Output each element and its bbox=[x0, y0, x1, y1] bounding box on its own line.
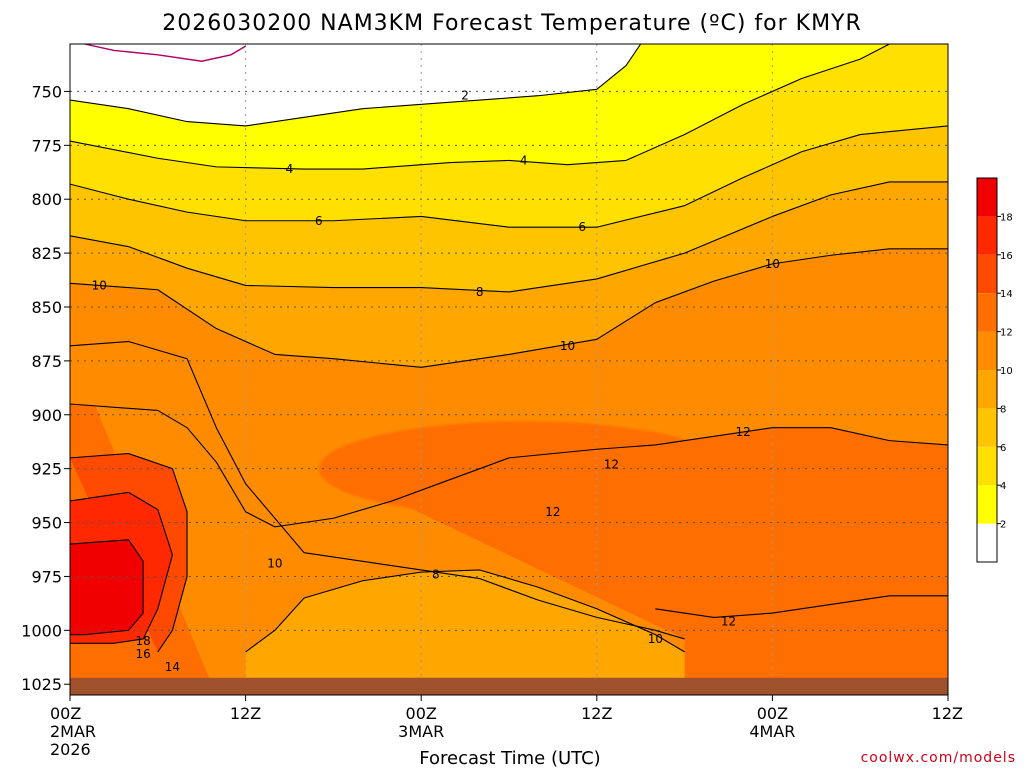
colorbar-tick-label: 12 bbox=[1000, 328, 1013, 339]
y-tick-label: 875 bbox=[31, 352, 62, 371]
isotherm-label: 10 bbox=[560, 339, 575, 353]
colorbar-tick-label: 6 bbox=[1000, 443, 1006, 454]
y-tick-label: 800 bbox=[31, 190, 62, 209]
field-warm-pocket bbox=[860, 507, 948, 560]
isotherm-4 bbox=[70, 44, 890, 170]
x-tick-date: 3MAR bbox=[398, 722, 444, 741]
colorbar-swatch bbox=[977, 485, 997, 524]
colorbar-tick-label: 10 bbox=[1000, 366, 1013, 377]
chart-title: 2026030200 NAM3KM Forecast Temperature (… bbox=[162, 11, 862, 36]
isotherm-label: 2 bbox=[461, 89, 469, 103]
y-tick-label: 925 bbox=[31, 460, 62, 479]
x-tick-year: 2026 bbox=[50, 740, 91, 759]
colorbar-swatch bbox=[977, 408, 997, 447]
isotherm-lines bbox=[70, 44, 948, 653]
x-tick-date: 2MAR bbox=[50, 722, 96, 741]
isotherm-12 bbox=[70, 403, 948, 528]
isotherm-label: 10 bbox=[648, 632, 663, 646]
field-band-18-plus bbox=[70, 539, 144, 635]
isotherm-label: 10 bbox=[765, 257, 780, 271]
x-tick-label: 12Z bbox=[230, 704, 261, 723]
y-tick-label: 775 bbox=[31, 136, 62, 155]
x-tick-label: 00Z bbox=[757, 704, 788, 723]
colorbar-tick-label: 14 bbox=[1000, 289, 1013, 300]
colorbar-tick-label: 16 bbox=[1000, 251, 1013, 262]
x-tick-label: 12Z bbox=[581, 704, 612, 723]
isotherm-label: 12 bbox=[735, 425, 750, 439]
x-tick-label: 12Z bbox=[932, 704, 963, 723]
isotherm-label: 14 bbox=[165, 660, 180, 674]
isotherm-6 bbox=[70, 125, 948, 228]
isotherm-14 bbox=[70, 453, 188, 653]
colorbar-swatch bbox=[977, 178, 997, 217]
isotherm-label: 10 bbox=[92, 278, 107, 292]
colorbar-tick-label: 8 bbox=[1000, 404, 1006, 415]
isotherm-label: 12 bbox=[545, 505, 560, 519]
y-tick-label: 975 bbox=[31, 567, 62, 586]
colorbar-swatch bbox=[977, 446, 997, 486]
field-band-below-2 bbox=[70, 44, 641, 126]
ground-surface bbox=[70, 677, 948, 695]
field-warm-pocket bbox=[538, 432, 714, 519]
isotherm-8 bbox=[245, 569, 685, 653]
colorbar-swatch bbox=[977, 523, 997, 562]
colorbar-swatch bbox=[977, 331, 997, 370]
isotherm-10 bbox=[70, 340, 685, 640]
plot-frame bbox=[69, 43, 949, 696]
isotherm-label: 6 bbox=[578, 220, 586, 234]
isotherm-label: 6 bbox=[315, 214, 323, 228]
isotherm-10 bbox=[70, 248, 948, 368]
isotherm-label: 8 bbox=[476, 285, 484, 299]
credit-link[interactable]: coolwx.com/models bbox=[861, 750, 1016, 766]
isotherm-label: 16 bbox=[136, 647, 151, 661]
isotherm-label: 18 bbox=[136, 634, 151, 648]
y-tick-label: 900 bbox=[31, 406, 62, 425]
colorbar-swatch bbox=[977, 254, 997, 294]
field-warm-pocket bbox=[684, 451, 802, 530]
temperature-field bbox=[70, 44, 948, 695]
x-axis-label: Forecast Time (UTC) bbox=[419, 748, 600, 768]
isotherm-16 bbox=[70, 491, 173, 644]
x-tick-label: 00Z bbox=[406, 704, 437, 723]
colorbar-swatch bbox=[977, 293, 997, 332]
colorbar-tick-label: 18 bbox=[1000, 212, 1013, 223]
isotherm-label: 4 bbox=[520, 153, 528, 167]
colorbar: 2 4 6 8 10 12 14 16 18 bbox=[976, 177, 1013, 563]
isotherm-8 bbox=[70, 181, 948, 293]
x-tick-label: 00Z bbox=[50, 704, 81, 723]
colorbar-swatch bbox=[977, 216, 997, 255]
isotherm-2 bbox=[70, 44, 642, 127]
isotherm-label: 4 bbox=[286, 162, 294, 176]
isotherm-label: 10 bbox=[267, 557, 282, 571]
isotherm-label: 12 bbox=[721, 615, 736, 629]
y-axis: 750 775 800 825 850 875 900 925 950 975 1000 1025 bbox=[21, 82, 70, 694]
isotherm-label: 8 bbox=[432, 567, 440, 581]
x-tick-date: 4MAR bbox=[749, 722, 795, 741]
freezing-contour-line bbox=[84, 44, 246, 62]
y-tick-label: 950 bbox=[31, 514, 62, 533]
colorbar-tick-label: 2 bbox=[1000, 520, 1006, 531]
field-band-10-12-pocket bbox=[70, 341, 685, 639]
y-tick-label: 850 bbox=[31, 298, 62, 317]
y-tick-label: 750 bbox=[31, 82, 62, 101]
y-tick-label: 1025 bbox=[21, 675, 62, 694]
colorbar-tick-label: 4 bbox=[1000, 481, 1006, 492]
y-tick-label: 1000 bbox=[21, 621, 62, 640]
y-tick-label: 825 bbox=[31, 244, 62, 263]
isotherm-label: 12 bbox=[604, 457, 619, 471]
isotherm-18 bbox=[70, 539, 144, 636]
colorbar-swatch bbox=[977, 370, 997, 409]
isotherm-12 bbox=[655, 595, 948, 618]
